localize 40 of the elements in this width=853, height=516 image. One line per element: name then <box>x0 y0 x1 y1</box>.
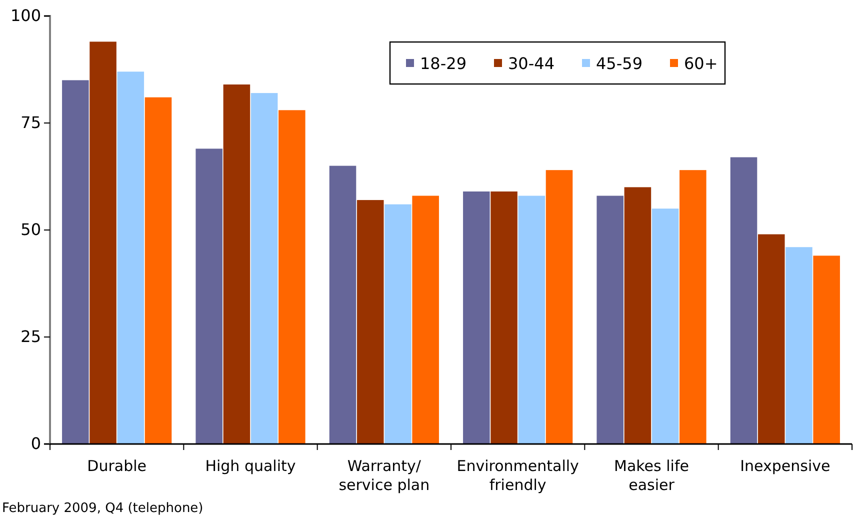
legend-label: 18-29 <box>420 54 466 73</box>
text: February 2009, Q4 (telephone) <box>2 501 204 516</box>
bar <box>329 166 356 444</box>
bar <box>463 191 490 444</box>
y-tick-label: 0 <box>30 434 41 454</box>
x-tick-label: Makes life easier <box>614 457 689 494</box>
bar <box>250 93 278 444</box>
bar <box>62 80 89 444</box>
bar <box>758 234 785 444</box>
bar <box>490 191 518 444</box>
bar <box>90 42 116 444</box>
bar <box>117 72 144 444</box>
y-tick-label: 25 <box>20 327 41 346</box>
legend-label: 60+ <box>684 54 718 73</box>
x-tick-label: Inexpensive <box>740 457 830 475</box>
bar <box>624 187 652 444</box>
bar <box>546 170 573 444</box>
bar <box>278 110 306 444</box>
bar <box>196 148 222 444</box>
x-tick-label: Warranty/ service plan <box>338 457 430 494</box>
bar <box>680 170 706 444</box>
bar <box>730 157 758 444</box>
bar <box>384 204 412 444</box>
y-tick-label: 75 <box>20 113 41 132</box>
bar <box>518 196 546 444</box>
bar <box>813 256 840 444</box>
x-tick-label: Durable <box>87 457 147 475</box>
x-tick-label: Environmentally friendly <box>456 457 580 494</box>
y-tick-label: 50 <box>20 220 41 240</box>
bar <box>356 200 384 444</box>
bar <box>652 208 679 444</box>
y-tick-label: 100 <box>10 6 41 26</box>
bar <box>596 196 624 444</box>
legend-label: 30-44 <box>508 54 554 73</box>
legend-label: 45-59 <box>596 54 642 73</box>
x-tick-label: High quality <box>205 457 296 475</box>
bar <box>786 247 812 444</box>
bar <box>144 97 172 444</box>
bar <box>223 84 250 444</box>
bar <box>412 196 439 444</box>
